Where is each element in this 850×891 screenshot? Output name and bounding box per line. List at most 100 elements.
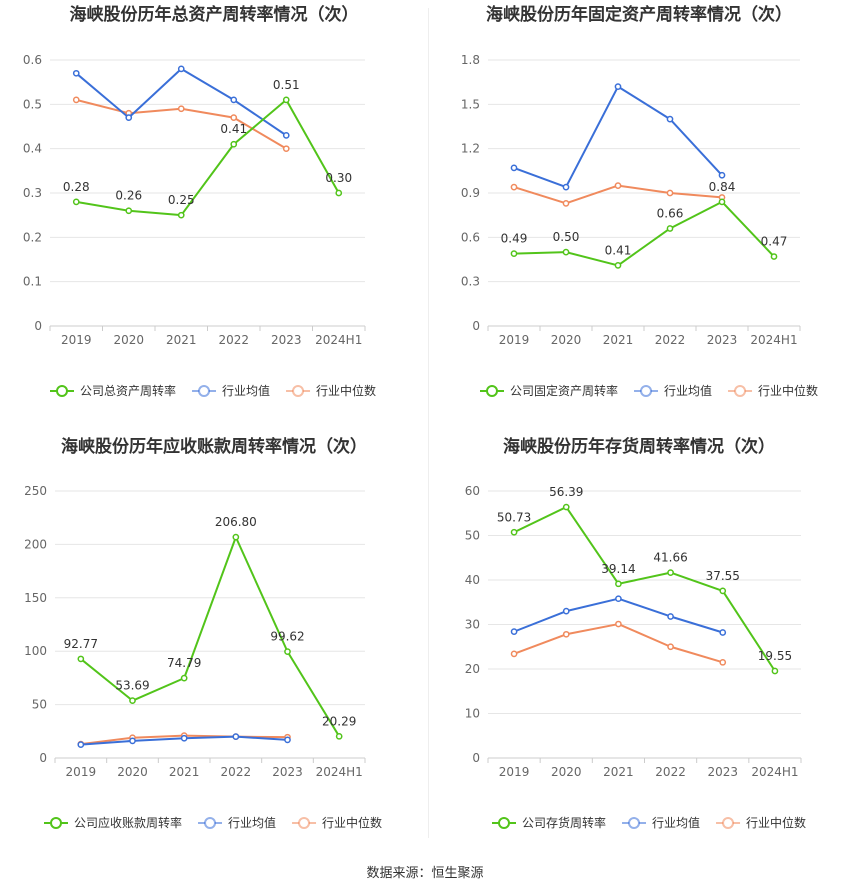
data-point-median[interactable] [177, 105, 185, 113]
data-point-company[interactable] [770, 253, 778, 260]
y-tick-label: 150 [24, 591, 47, 605]
data-point-company[interactable] [177, 211, 185, 219]
legend-label: 行业均值 [228, 815, 276, 830]
x-tick-label: 2023 [272, 765, 303, 779]
data-point-avg[interactable] [667, 613, 674, 620]
data-point-company[interactable] [510, 250, 518, 257]
data-point-avg[interactable] [718, 171, 726, 179]
y-tick-label: 0.6 [461, 230, 480, 244]
data-point-company[interactable] [718, 198, 726, 206]
legend-item-avg[interactable]: 行业均值 [198, 815, 276, 830]
data-point-company[interactable] [615, 580, 622, 588]
data-label: 0.30 [325, 171, 352, 185]
data-point-company[interactable] [666, 225, 674, 232]
y-tick-label: 20 [465, 662, 480, 676]
data-point-median[interactable] [667, 643, 674, 651]
data-point-company[interactable] [282, 96, 290, 104]
y-tick-label: 0.9 [461, 186, 480, 200]
data-point-company[interactable] [771, 667, 779, 675]
data-point-company[interactable] [562, 248, 570, 256]
data-point-avg[interactable] [510, 628, 518, 635]
data-label: 0.47 [761, 235, 788, 249]
data-point-median[interactable] [72, 96, 80, 104]
chart-svg: 海峡股份历年应收账款周转率情况（次） 0 50 100 150 200 250 2019 202… [24, 436, 382, 830]
legend-item-median[interactable]: 行业中位数 [716, 815, 806, 830]
chart-svg: 海峡股份历年固定资产周转率情况（次） 0 0.3 0.6 0.9 1.2 1.5 1.8 201… [461, 4, 818, 398]
data-point-median[interactable] [719, 658, 727, 666]
data-point-company[interactable] [562, 503, 570, 511]
data-point-avg[interactable] [77, 741, 85, 748]
data-point-median[interactable] [666, 189, 674, 197]
data-label: 41.66 [653, 551, 687, 565]
data-label: 74.79 [167, 656, 201, 670]
x-tick-label: 2024H1 [751, 765, 798, 779]
data-point-company[interactable] [614, 262, 622, 269]
legend-label: 公司存货周转率 [522, 815, 606, 830]
data-point-avg[interactable] [232, 733, 240, 740]
y-tick-label: 0.6 [23, 53, 42, 67]
legend-label: 行业中位数 [316, 383, 376, 398]
legend-item-median[interactable]: 行业中位数 [286, 383, 376, 398]
data-point-company[interactable] [129, 697, 136, 705]
data-point-avg[interactable] [129, 737, 136, 745]
data-point-company[interactable] [667, 569, 674, 576]
data-point-avg[interactable] [510, 164, 518, 172]
data-label: 0.49 [501, 232, 528, 246]
data-point-avg[interactable] [562, 183, 570, 191]
data-point-median[interactable] [282, 145, 290, 153]
legend-item-median[interactable]: 行业中位数 [292, 815, 382, 830]
data-point-avg[interactable] [180, 734, 188, 742]
data-point-avg[interactable] [284, 736, 291, 744]
data-point-avg[interactable] [177, 65, 185, 73]
data-point-company[interactable] [72, 198, 80, 206]
data-point-company[interactable] [719, 587, 727, 595]
data-label: 39.14 [601, 562, 635, 576]
data-point-company[interactable] [232, 533, 240, 541]
legend-item-company[interactable]: 公司应收账款周转率 [44, 815, 182, 830]
x-tick-label: 2021 [603, 333, 634, 347]
data-point-avg[interactable] [615, 595, 622, 603]
data-point-company[interactable] [510, 528, 518, 536]
data-label: 206.80 [215, 515, 257, 529]
x-tick-label: 2019 [499, 333, 530, 347]
data-point-avg[interactable] [282, 132, 290, 139]
data-point-median[interactable] [510, 183, 518, 191]
data-point-median[interactable] [615, 620, 622, 628]
data-point-avg[interactable] [562, 607, 570, 615]
data-point-avg[interactable] [125, 114, 133, 121]
y-tick-label: 50 [465, 529, 480, 543]
data-point-avg[interactable] [72, 69, 80, 77]
x-tick-label: 2023 [271, 333, 302, 347]
data-label: 56.39 [549, 485, 583, 499]
y-tick-label: 40 [465, 573, 480, 587]
legend-item-company[interactable]: 公司总资产周转率 [50, 383, 176, 398]
data-point-avg[interactable] [230, 96, 238, 104]
data-point-avg[interactable] [666, 115, 674, 123]
legend-item-company[interactable]: 公司存货周转率 [492, 815, 606, 830]
data-point-median[interactable] [614, 182, 622, 189]
data-point-company[interactable] [230, 140, 238, 148]
x-tick-label: 2020 [117, 765, 148, 779]
data-label: 0.41 [605, 243, 632, 257]
legend-item-avg[interactable]: 行业均值 [634, 383, 712, 398]
legend-item-company[interactable]: 公司固定资产周转率 [480, 383, 618, 398]
data-point-company[interactable] [77, 655, 85, 663]
series-line-avg [513, 85, 723, 189]
data-point-company[interactable] [125, 207, 133, 215]
data-point-median[interactable] [510, 650, 518, 658]
data-point-median[interactable] [562, 630, 570, 638]
data-point-company[interactable] [284, 648, 291, 655]
x-tick-label: 2019 [61, 333, 92, 347]
chart-fixed-asset-turnover: 海峡股份历年固定资产周转率情况（次） 0 0.3 0.6 0.9 1.2 1.5 1.8 201… [428, 0, 850, 420]
data-point-avg[interactable] [719, 629, 727, 636]
data-point-company[interactable] [335, 189, 343, 197]
legend-item-median[interactable]: 行业中位数 [728, 383, 818, 398]
data-point-median[interactable] [562, 199, 570, 207]
legend-item-avg[interactable]: 行业均值 [192, 383, 270, 398]
data-point-median[interactable] [230, 114, 238, 121]
chart-svg: 海峡股份历年存货周转率情况（次） 0 10 20 30 40 50 60 2019 2020 202… [465, 436, 806, 830]
data-point-company[interactable] [335, 732, 343, 740]
data-point-company[interactable] [180, 674, 188, 682]
legend-item-avg[interactable]: 行业均值 [622, 815, 700, 830]
data-point-avg[interactable] [614, 83, 622, 90]
